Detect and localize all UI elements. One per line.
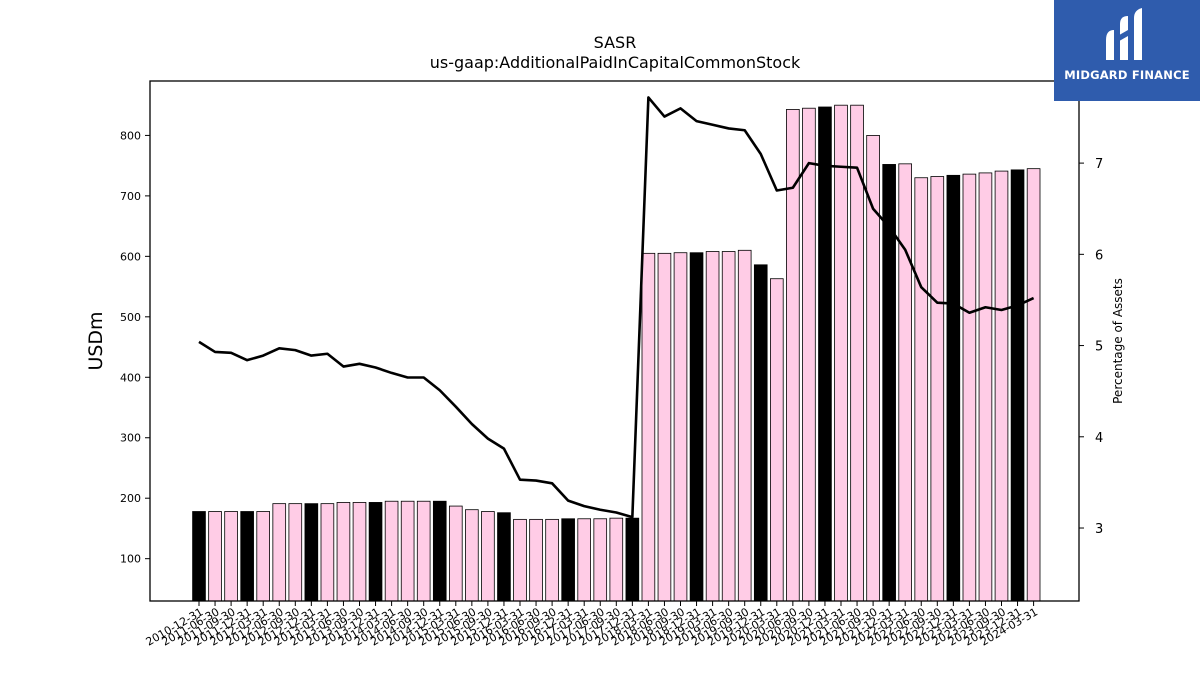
bar-39 [818, 106, 832, 602]
plot-frame [149, 80, 1080, 602]
x-axis: 2010-12-312011-06-302011-09-302011-12-31… [144, 601, 1040, 649]
bar-4 [256, 511, 270, 602]
y-axis-label: USDm [85, 311, 107, 370]
line-layer [198, 96, 1035, 519]
y-tick-label-4: 500 [120, 311, 141, 324]
brand-logo: MIDGARD FINANCE [1054, 0, 1200, 101]
y2-axis-label: Percentage of Assets [1111, 278, 1125, 404]
bar-16 [448, 505, 463, 602]
bar-19 [497, 512, 511, 602]
bar-13 [400, 500, 415, 602]
bar-28 [641, 252, 656, 602]
bar-30 [673, 252, 688, 602]
midgard-logo-icon [1106, 8, 1142, 60]
percentage-of-assets-line [198, 96, 1035, 519]
y-tick-label-7: 800 [120, 129, 141, 142]
bar-35 [753, 264, 768, 602]
bar-14 [416, 500, 431, 602]
bar-25 [593, 518, 608, 602]
bar-48 [962, 173, 977, 602]
y-tick-label-0: 100 [120, 553, 141, 566]
y-tick-label-5: 600 [120, 250, 141, 263]
y2-tick-label-1: 4 [1095, 431, 1103, 446]
bar-15 [432, 500, 447, 602]
bar-24 [577, 518, 591, 602]
bar-29 [657, 252, 672, 602]
y-axis-right: 3 4 5 6 7 [1079, 157, 1103, 537]
bar-12 [384, 500, 399, 602]
bar-3 [240, 511, 254, 602]
bar-43 [882, 164, 896, 602]
bar-36 [770, 278, 784, 602]
y-tick-label-6: 700 [120, 190, 141, 203]
bar-7 [304, 503, 319, 602]
bar-50 [994, 170, 1009, 602]
brand-name: MIDGARD FINANCE [1064, 68, 1190, 82]
chart-title: SASR [594, 33, 637, 52]
bar-11 [368, 502, 383, 602]
bar-45 [914, 177, 929, 602]
bar-21 [529, 518, 543, 602]
bar-23 [561, 518, 575, 602]
bar-46 [930, 176, 945, 602]
y2-tick-label-2: 5 [1095, 340, 1103, 355]
bar-38 [802, 107, 816, 602]
chart-subtitle: us-gaap:AdditionalPaidInCapitalCommonSto… [430, 53, 801, 72]
bar-49 [978, 172, 993, 602]
bar-20 [513, 518, 527, 602]
bar-31 [689, 252, 704, 602]
bar-47 [946, 174, 961, 602]
bar-9 [336, 502, 351, 602]
y2-tick-label-4: 7 [1095, 157, 1103, 172]
bar-1 [208, 511, 222, 602]
bar-10 [352, 502, 367, 602]
bar-34 [737, 249, 752, 602]
bar-33 [721, 251, 736, 602]
bar-32 [705, 251, 720, 602]
bar-6 [288, 503, 303, 602]
bar-26 [609, 517, 624, 602]
bar-18 [481, 511, 495, 602]
y-tick-label-2: 300 [120, 432, 141, 445]
bars-layer [192, 104, 1041, 602]
bar-5 [272, 503, 287, 602]
bar-22 [545, 518, 559, 602]
y-axis-left: 100 200 300 400 500 600 700 800 [120, 129, 150, 566]
bar-27 [625, 517, 640, 602]
bar-0 [192, 511, 206, 602]
bar-51 [1010, 169, 1025, 602]
y-tick-label-3: 400 [120, 371, 141, 384]
bar-52 [1026, 168, 1041, 602]
bar-17 [465, 509, 479, 602]
bar-8 [320, 503, 335, 602]
bar-44 [898, 163, 912, 602]
y2-tick-label-3: 6 [1095, 248, 1103, 263]
y2-tick-label-0: 3 [1095, 522, 1103, 537]
y-tick-label-1: 200 [120, 492, 141, 505]
bar-40 [834, 104, 848, 602]
bar-2 [224, 511, 238, 602]
